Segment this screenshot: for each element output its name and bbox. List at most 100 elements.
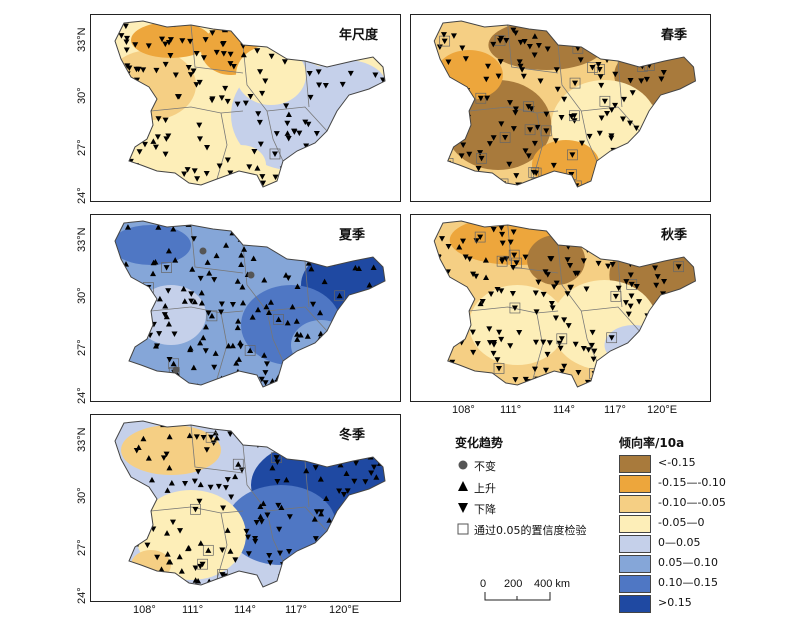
decrease-station (512, 30, 519, 37)
decrease-station (313, 165, 320, 172)
increase-station (610, 171, 617, 178)
decrease-station (499, 240, 506, 247)
decrease-station (136, 149, 143, 155)
increase-station (233, 360, 240, 366)
decrease-station (165, 288, 172, 294)
province-boundary (150, 424, 328, 580)
decrease-station (354, 175, 361, 181)
significant-station-marker (663, 124, 675, 136)
decrease-station (252, 535, 259, 542)
decrease-station (558, 114, 565, 121)
decrease-station (459, 45, 466, 51)
decrease-station (115, 525, 121, 531)
increase-station (186, 432, 193, 439)
decrease-station (591, 348, 598, 355)
trend-item-label: 下降 (474, 503, 496, 516)
decrease-station (167, 53, 174, 59)
decrease-station (371, 464, 378, 471)
decrease-station (191, 478, 198, 485)
decrease-station (483, 76, 490, 83)
decrease-station (668, 52, 675, 58)
decrease-station (135, 534, 142, 541)
increase-station (315, 439, 322, 445)
decrease-station (351, 496, 358, 503)
increase-station (155, 224, 162, 230)
significant-station-marker (334, 290, 345, 302)
decrease-station (621, 41, 628, 47)
significant-station-marker (244, 345, 256, 356)
decrease-station (627, 272, 634, 279)
increase-station (255, 306, 262, 313)
decrease-station (557, 226, 564, 233)
decrease-station (639, 134, 646, 140)
decrease-station (345, 128, 352, 134)
decrease-station (121, 113, 128, 119)
decrease-station (190, 68, 197, 74)
decrease-station (351, 496, 358, 502)
decrease-station (273, 131, 280, 137)
decrease-station (477, 234, 484, 241)
increase-station (272, 430, 279, 437)
significant-station-marker (202, 544, 214, 556)
decrease-station (435, 353, 442, 360)
decrease-station (511, 252, 518, 259)
decrease-station (611, 382, 618, 387)
decrease-station (675, 264, 682, 270)
decrease-station (578, 140, 585, 147)
rate-class-label: 0.05—0.10 (658, 556, 718, 569)
increase-station (283, 370, 290, 377)
decrease-station (187, 72, 194, 78)
decrease-station (637, 241, 644, 247)
decrease-station (442, 82, 449, 88)
decrease-station (351, 478, 358, 485)
decrease-station (572, 341, 579, 348)
significant-station-marker (664, 379, 676, 387)
decrease-station (316, 140, 323, 146)
decrease-station (172, 72, 179, 78)
decrease-station (678, 102, 685, 108)
decrease-station (543, 128, 550, 134)
decrease-station (195, 469, 202, 475)
decrease-station (653, 282, 660, 289)
increase-station (364, 241, 371, 247)
decrease-station (165, 133, 172, 139)
decrease-station (362, 479, 369, 485)
increase-station (261, 276, 268, 283)
decrease-station (525, 104, 532, 110)
significant-station-marker (269, 148, 281, 160)
decrease-station (522, 376, 529, 383)
decrease-station (248, 232, 255, 238)
significant-station-marker (313, 436, 324, 448)
increase-station (164, 530, 171, 536)
decrease-station (283, 40, 290, 46)
increase-station (126, 373, 133, 379)
decrease-station (254, 48, 261, 54)
significant-station-marker (496, 255, 508, 267)
decrease-station (272, 174, 279, 181)
increase-station (165, 247, 172, 254)
increase-station (311, 516, 318, 522)
decrease-station (531, 140, 538, 147)
increase-station (275, 316, 282, 322)
trend-zone (115, 50, 196, 120)
increase-station (225, 342, 232, 349)
decrease-station (259, 90, 266, 97)
increase-station (383, 450, 385, 456)
decrease-station (115, 475, 122, 481)
decrease-station (554, 86, 561, 93)
decrease-station (684, 302, 691, 308)
decrease-triangle-icon (458, 503, 468, 513)
significant-station-marker (474, 231, 486, 243)
decrease-station (630, 255, 637, 261)
increase-station (373, 474, 380, 480)
decrease-station (568, 24, 575, 30)
decrease-station (535, 43, 542, 49)
significant-station-marker (540, 125, 552, 137)
increase-station (337, 322, 344, 328)
decrease-station (345, 133, 352, 139)
decrease-station (557, 345, 564, 352)
map-panel-spring: 春季 (410, 14, 711, 202)
decrease-station (292, 565, 299, 572)
decrease-station (627, 303, 634, 310)
decrease-station (440, 32, 447, 38)
